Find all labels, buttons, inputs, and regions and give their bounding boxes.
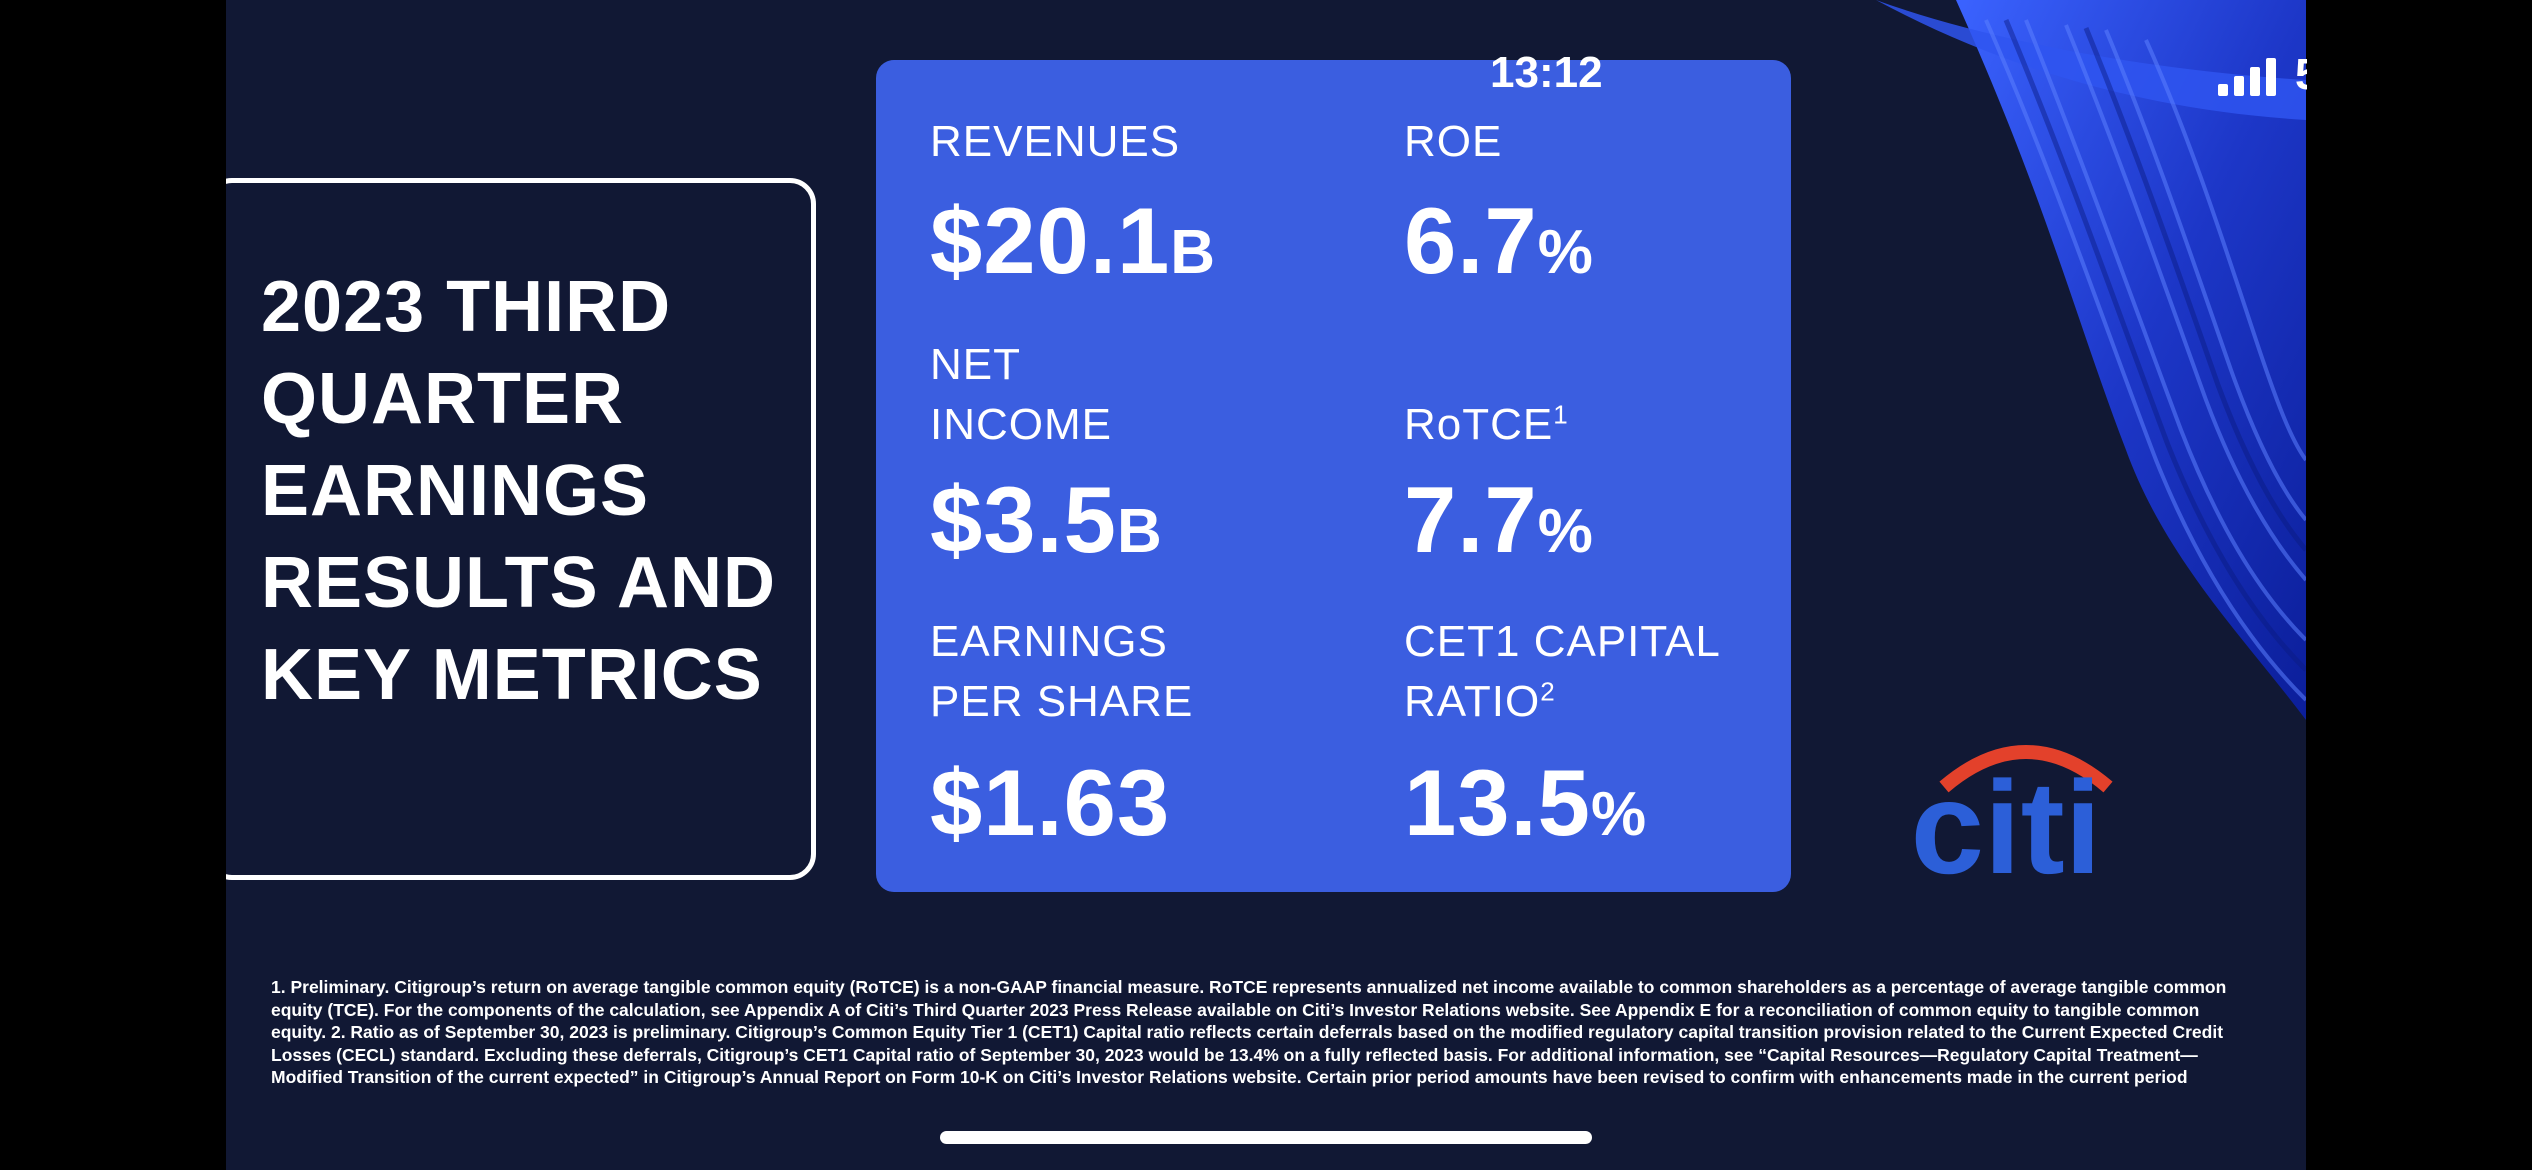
- footnote-ref: 2: [1540, 676, 1556, 707]
- status-time: 13:12: [1490, 48, 1603, 97]
- slide-title: 2023 THIRD QUARTER EARNINGS RESULTS AND …: [261, 267, 776, 715]
- cellular-signal-icon: [2218, 58, 2276, 96]
- metric-rotce: RoTCE1 7.7%: [1404, 395, 1594, 587]
- footnote-text: 1. Preliminary. Citigroup’s return on av…: [271, 977, 2227, 1087]
- metric-value: $3.5B: [930, 467, 1163, 572]
- metric-eps: EARNINGS PER SHARE $1.63: [930, 612, 1193, 858]
- svg-text:citi: citi: [1911, 754, 2102, 885]
- metric-label: ROE: [1404, 117, 1503, 166]
- citi-logo: citi: [1911, 745, 2113, 885]
- metric-label: RoTCE1: [1404, 399, 1569, 449]
- metric-value: $20.1B: [930, 188, 1217, 293]
- metric-value: $1.63: [930, 750, 1171, 855]
- metric-label: CET1 CAPITAL RATIO2: [1404, 617, 1721, 726]
- title-box: 2023 THIRD QUARTER EARNINGS RESULTS AND …: [226, 178, 816, 880]
- battery-indicator: 5: [2295, 50, 2307, 100]
- metric-cet1: CET1 CAPITAL RATIO2 13.5%: [1404, 612, 1721, 870]
- metric-label: EARNINGS PER SHARE: [930, 617, 1194, 726]
- metrics-card: REVENUES $20.1B ROE 6.7% NET INCOME $3.5B…: [876, 60, 1791, 892]
- metric-roe: ROE 6.7%: [1404, 112, 1594, 308]
- metric-revenues: REVENUES $20.1B: [930, 112, 1216, 308]
- metric-label: NET INCOME: [930, 340, 1112, 449]
- footnote-ref: 1: [1553, 399, 1569, 430]
- metric-net-income: NET INCOME $3.5B: [930, 335, 1163, 587]
- metric-value: 13.5%: [1404, 750, 1648, 855]
- ribbon-graphic: [1876, 0, 2306, 720]
- metric-label: REVENUES: [930, 117, 1181, 166]
- home-indicator[interactable]: [940, 1131, 1592, 1144]
- metric-value: 6.7%: [1404, 188, 1594, 293]
- metric-value: 7.7%: [1404, 467, 1594, 572]
- slide-image: 2023 THIRD QUARTER EARNINGS RESULTS AND …: [226, 0, 2306, 1170]
